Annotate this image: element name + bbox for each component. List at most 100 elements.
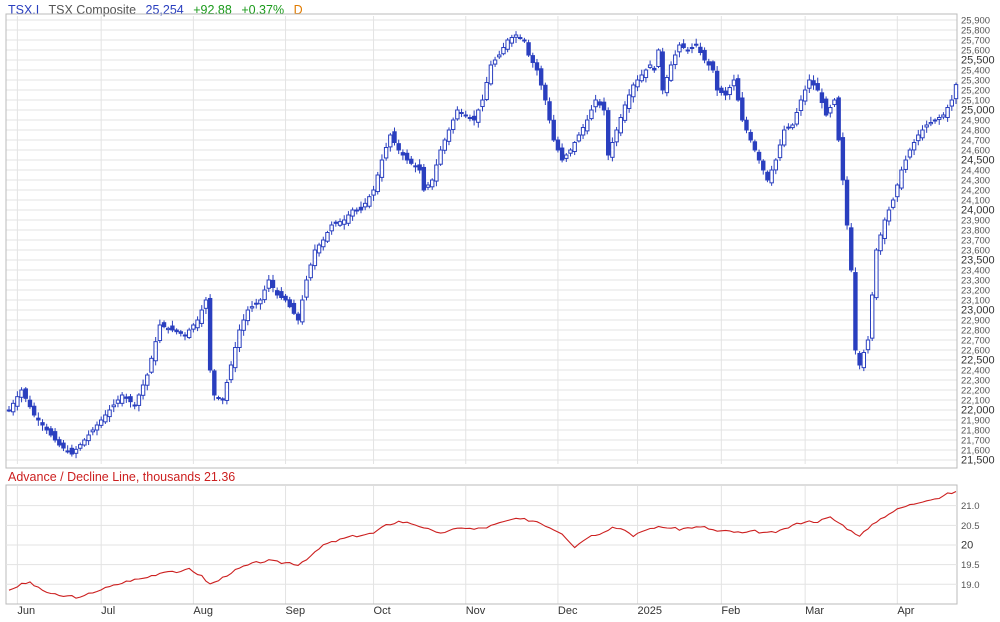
candle bbox=[279, 287, 284, 300]
candle-body bbox=[564, 154, 569, 159]
candle bbox=[346, 211, 351, 227]
price-tick-label: 23,100 bbox=[961, 296, 990, 307]
candle bbox=[216, 395, 221, 401]
candle-body bbox=[425, 184, 431, 188]
candle-body bbox=[765, 171, 770, 181]
candle bbox=[543, 82, 548, 106]
candle bbox=[723, 87, 728, 101]
candle bbox=[207, 294, 213, 373]
candle-body bbox=[832, 99, 837, 106]
candle bbox=[622, 101, 628, 123]
candle bbox=[932, 118, 938, 124]
candle bbox=[425, 181, 431, 190]
candle-body bbox=[836, 97, 841, 141]
candle bbox=[287, 296, 292, 309]
candle bbox=[698, 42, 703, 56]
candle-body bbox=[685, 49, 691, 52]
candle-body bbox=[124, 396, 129, 399]
candle bbox=[719, 85, 724, 96]
candle-body bbox=[308, 264, 313, 279]
candle bbox=[945, 104, 950, 122]
candle bbox=[798, 95, 804, 116]
candle-body bbox=[928, 122, 934, 125]
candle bbox=[647, 60, 653, 69]
candle bbox=[224, 379, 230, 405]
candle-body bbox=[559, 147, 565, 161]
candle-body bbox=[153, 341, 158, 362]
candle-body bbox=[798, 99, 804, 111]
price-tick-label: 21,900 bbox=[961, 416, 990, 427]
candle-body bbox=[857, 352, 862, 366]
price-tick-label: 24,900 bbox=[961, 116, 990, 127]
candle bbox=[664, 74, 670, 97]
candle-body bbox=[497, 54, 502, 58]
candle bbox=[551, 114, 556, 142]
candle-body bbox=[505, 39, 510, 50]
x-tick-label: Oct bbox=[374, 605, 391, 617]
candle-body bbox=[895, 184, 900, 198]
candle bbox=[656, 48, 661, 69]
candle-body bbox=[744, 119, 749, 131]
candle bbox=[928, 116, 934, 127]
candle bbox=[559, 143, 565, 163]
candle bbox=[367, 194, 372, 209]
candle bbox=[681, 39, 686, 50]
candle bbox=[262, 285, 267, 303]
candle bbox=[413, 162, 418, 173]
candle bbox=[853, 267, 858, 355]
candle bbox=[756, 149, 762, 164]
candle-body bbox=[543, 84, 548, 101]
candle bbox=[941, 112, 946, 120]
candle-body bbox=[145, 374, 150, 386]
candle-body bbox=[761, 160, 766, 171]
candle-body bbox=[342, 219, 347, 225]
candle bbox=[6, 405, 12, 413]
candle bbox=[618, 113, 623, 137]
candle-body bbox=[136, 394, 142, 406]
candle bbox=[492, 56, 498, 67]
candle bbox=[585, 114, 590, 135]
candle bbox=[434, 159, 439, 187]
candle bbox=[178, 329, 184, 337]
candle bbox=[371, 185, 376, 201]
candle-body bbox=[538, 68, 544, 86]
candle bbox=[890, 197, 896, 210]
candle bbox=[111, 399, 116, 413]
candle bbox=[844, 176, 850, 230]
candle-body bbox=[501, 47, 506, 55]
candle bbox=[857, 351, 862, 370]
price-tick-label: 25,500 bbox=[961, 55, 995, 67]
candle-body bbox=[94, 424, 100, 431]
price-tick-label: 24,100 bbox=[961, 196, 990, 207]
candle-body bbox=[769, 169, 774, 184]
candle-body bbox=[31, 405, 37, 416]
candle-body bbox=[316, 244, 322, 254]
candle-body bbox=[656, 49, 661, 68]
ad-line-series bbox=[8, 491, 957, 599]
candle bbox=[505, 37, 510, 53]
candle-body bbox=[362, 202, 368, 208]
candle bbox=[136, 393, 142, 412]
candle bbox=[103, 410, 108, 424]
candle bbox=[119, 392, 125, 407]
price-tick-label: 25,800 bbox=[961, 26, 990, 37]
candle bbox=[878, 232, 883, 255]
candle bbox=[316, 242, 322, 257]
candle bbox=[710, 60, 716, 73]
candle-body bbox=[790, 124, 795, 129]
candle-body bbox=[36, 417, 41, 421]
price-tick-label: 23,200 bbox=[961, 286, 990, 297]
candle bbox=[794, 108, 799, 127]
period-indicator[interactable]: D bbox=[293, 3, 303, 17]
candle bbox=[237, 324, 242, 353]
candle bbox=[203, 296, 209, 315]
candle-body bbox=[203, 299, 209, 309]
candle bbox=[601, 97, 607, 116]
candle-body bbox=[48, 428, 54, 436]
candle-body bbox=[157, 324, 163, 342]
candle-body bbox=[404, 152, 410, 161]
candle bbox=[840, 132, 846, 186]
candle-body bbox=[618, 117, 623, 134]
candle-body bbox=[279, 291, 284, 299]
